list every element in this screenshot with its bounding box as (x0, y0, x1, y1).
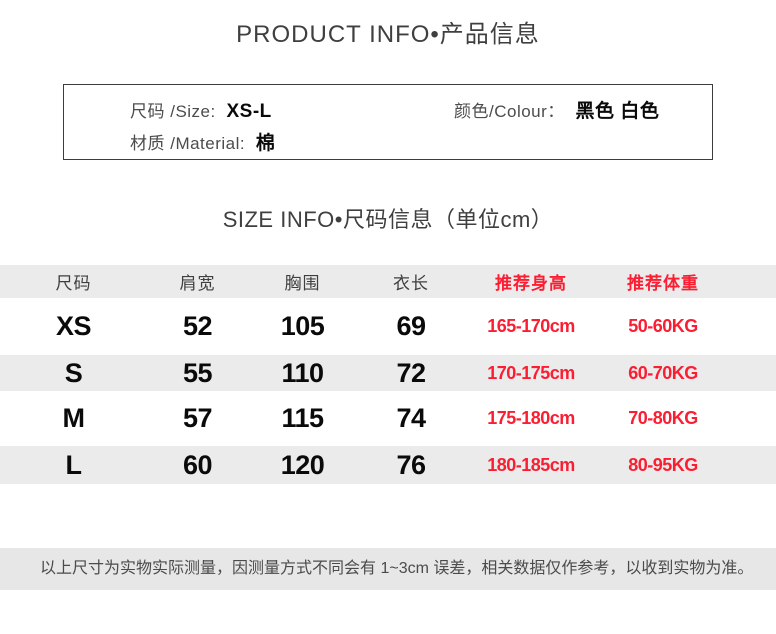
col-header-size: 尺码 (55, 274, 92, 293)
cell-garment-length: 69 (396, 311, 426, 341)
cell-shoulder-width: 52 (182, 311, 213, 341)
cell-recommended-height: 175-180cm (487, 408, 575, 428)
product-info-right-column: 颜色/Colour： 黑色 白色 (454, 96, 659, 128)
cell-size: M (62, 403, 86, 433)
material-label: 材质 /Material: (130, 134, 246, 153)
size-value: XS-L (226, 101, 272, 122)
colour-value: 黑色 白色 (575, 101, 660, 122)
cell-size: XS (55, 311, 92, 341)
cell-recommended-weight: 70-80KG (628, 408, 698, 428)
cell-recommended-weight: 50-60KG (628, 316, 698, 336)
cell-garment-length: 76 (396, 449, 426, 480)
table-row-l: L 60 120 76 180-185cm 80-95KG (0, 446, 776, 484)
footer-note: 以上尺寸为实物实际测量，因测量方式不同会有 1~3cm 误差，相关数据仅作参考，… (40, 560, 754, 577)
cell-bust: 115 (281, 403, 324, 433)
cell-bust: 120 (280, 449, 325, 480)
product-info-title: PRODUCT INFO•产品信息 (236, 21, 540, 48)
cell-shoulder-width: 55 (182, 357, 213, 388)
cell-shoulder-width: 60 (182, 449, 213, 480)
size-table-header-row: 尺码 肩宽 胸围 衣长 推荐身高 推荐体重 (0, 265, 776, 298)
size-line: 尺码 /Size: XS-L (130, 96, 275, 128)
size-table: 尺码 肩宽 胸围 衣长 推荐身高 推荐体重 XS 52 105 69 165-1… (0, 265, 776, 484)
cell-recommended-height: 165-170cm (487, 316, 575, 336)
cell-recommended-height: 180-185cm (487, 454, 575, 475)
material-line: 材质 /Material: 棉 (130, 128, 275, 160)
col-header-shoulder-width: 肩宽 (179, 274, 216, 293)
cell-bust: 110 (281, 357, 324, 388)
col-header-recommended-height: 推荐身高 (495, 274, 567, 293)
cell-shoulder-width: 57 (182, 403, 213, 433)
colour-label: 颜色/Colour： (454, 102, 565, 121)
cell-recommended-height: 170-175cm (487, 362, 575, 383)
cell-recommended-weight: 60-70KG (628, 362, 698, 383)
size-label: 尺码 /Size: (130, 102, 216, 121)
col-header-recommended-weight: 推荐体重 (627, 274, 699, 293)
footer-note-bar: 以上尺寸为实物实际测量，因测量方式不同会有 1~3cm 误差，相关数据仅作参考，… (0, 548, 776, 590)
cell-bust: 105 (280, 311, 325, 341)
col-header-spacer (729, 265, 776, 298)
product-info-left-column: 尺码 /Size: XS-L 材质 /Material: 棉 (130, 96, 275, 160)
cell-spacer (729, 391, 776, 446)
product-info-box: 尺码 /Size: XS-L 材质 /Material: 棉 颜色/Colour… (63, 84, 713, 160)
col-header-bust: 胸围 (284, 274, 321, 293)
cell-recommended-weight: 80-95KG (628, 454, 698, 475)
table-row-s: S 55 110 72 170-175cm 60-70KG (0, 355, 776, 391)
table-row-xs: XS 52 105 69 165-170cm 50-60KG (0, 298, 776, 355)
cell-spacer (729, 446, 776, 484)
cell-garment-length: 74 (396, 403, 426, 433)
colour-line: 颜色/Colour： 黑色 白色 (454, 96, 659, 128)
table-row-m: M 57 115 74 175-180cm 70-80KG (0, 391, 776, 446)
cell-garment-length: 72 (396, 357, 426, 388)
col-header-garment-length: 衣长 (393, 274, 429, 293)
size-info-title: SIZE INFO•尺码信息（单位cm） (222, 207, 554, 232)
cell-spacer (729, 355, 776, 391)
cell-size: L (65, 449, 83, 480)
cell-size: S (64, 357, 83, 388)
material-value: 棉 (255, 133, 276, 154)
cell-spacer (729, 298, 776, 355)
